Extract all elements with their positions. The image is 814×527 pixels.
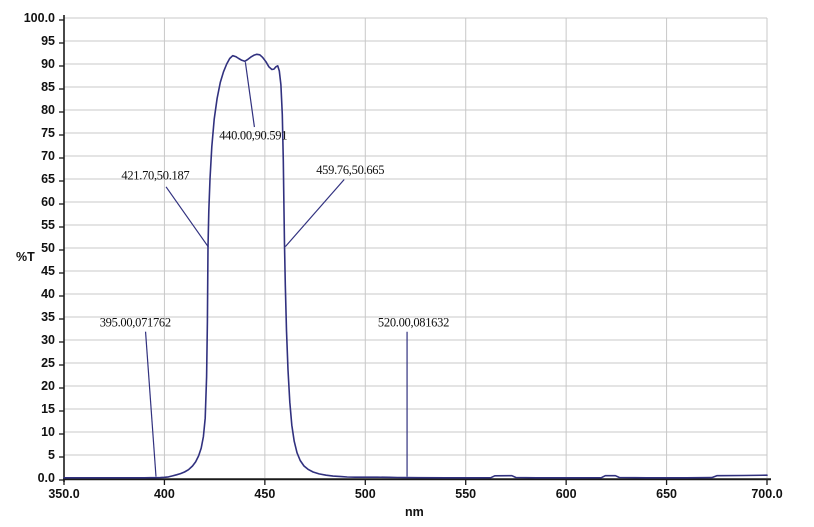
y-tick-label: 20 — [41, 379, 55, 393]
x-axis-title: nm — [405, 505, 424, 519]
annotation-label: 520.00,081632 — [378, 316, 449, 330]
y-tick-label: 95 — [41, 34, 55, 48]
y-tick-label: 10 — [41, 425, 55, 439]
x-tick-label: 350.0 — [48, 487, 79, 501]
annotation-leader — [284, 179, 345, 248]
x-tick-label: 450 — [254, 487, 275, 501]
y-tick-label: 60 — [41, 195, 55, 209]
x-tick-label: 550 — [455, 487, 476, 501]
y-tick-label: 0.0 — [38, 471, 55, 485]
y-tick-label: 50 — [41, 241, 55, 255]
x-tick-label: 650 — [656, 487, 677, 501]
y-tick-label: 65 — [41, 172, 55, 186]
x-tick-label: 500 — [355, 487, 376, 501]
transmission-curve — [63, 53, 768, 479]
y-tick-label: 40 — [41, 287, 55, 301]
annotation-label: 421.70,50.187 — [121, 168, 189, 182]
annotation-leader — [244, 62, 256, 128]
y-axis-title: %T — [16, 250, 35, 264]
annotation-label: 395.00,071762 — [100, 316, 171, 330]
annotation-leader — [144, 331, 157, 477]
x-tick-label: 400 — [154, 487, 175, 501]
y-tick-label: 90 — [41, 57, 55, 71]
y-tick-label: 25 — [41, 356, 55, 370]
annotation-label: 440.00,90.591 — [219, 128, 287, 142]
y-tick-label: 70 — [41, 149, 55, 163]
y-tick-label: 5 — [48, 448, 55, 462]
y-tick-label: 35 — [41, 310, 55, 324]
y-tick-label: 85 — [41, 80, 55, 94]
y-tick-label: 45 — [41, 264, 55, 278]
y-tick-label: 30 — [41, 333, 55, 347]
y-tick-label: 80 — [41, 103, 55, 117]
annotation-label: 459.76,50.665 — [316, 163, 384, 177]
y-tick-label: 15 — [41, 402, 55, 416]
y-tick-label: 100.0 — [24, 11, 55, 25]
annotation-leader — [165, 186, 209, 248]
y-tick-label: 75 — [41, 126, 55, 140]
x-tick-label: 700.0 — [751, 487, 782, 501]
x-tick-label: 600 — [556, 487, 577, 501]
y-tick-label: 55 — [41, 218, 55, 232]
